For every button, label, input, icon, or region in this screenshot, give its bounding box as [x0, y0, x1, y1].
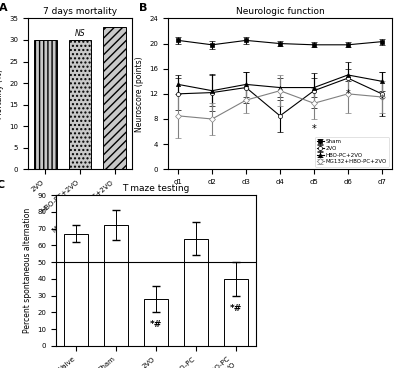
Text: NS: NS: [75, 29, 85, 38]
Text: *: *: [380, 95, 384, 105]
Text: *: *: [312, 124, 316, 134]
Legend: Sham, 2VO, HBO-PC+2VO, MG132+HBO-PC+2VO: Sham, 2VO, HBO-PC+2VO, MG132+HBO-PC+2VO: [315, 137, 389, 166]
Bar: [144, 299, 168, 346]
Text: A: A: [0, 3, 8, 13]
Y-axis label: Neuroscore (points): Neuroscore (points): [135, 56, 144, 132]
Title: T maze testing: T maze testing: [122, 184, 190, 193]
Bar: [64, 234, 88, 346]
Bar: [184, 238, 208, 346]
Text: *#: *#: [230, 304, 242, 313]
Title: 7 days mortality: 7 days mortality: [43, 7, 117, 16]
Bar: [69, 40, 91, 169]
Text: C: C: [0, 180, 4, 190]
Bar: [224, 279, 248, 346]
Y-axis label: Percent spontaneous alternation: Percent spontaneous alternation: [23, 208, 32, 333]
Bar: [103, 27, 126, 169]
Bar: [104, 225, 128, 346]
Text: B: B: [139, 3, 147, 13]
Text: *: *: [346, 89, 350, 99]
Text: *#: *#: [150, 321, 162, 329]
Bar: [34, 40, 57, 169]
Title: Neurologic function: Neurologic function: [236, 7, 324, 16]
Y-axis label: Mortality (%): Mortality (%): [0, 69, 4, 119]
